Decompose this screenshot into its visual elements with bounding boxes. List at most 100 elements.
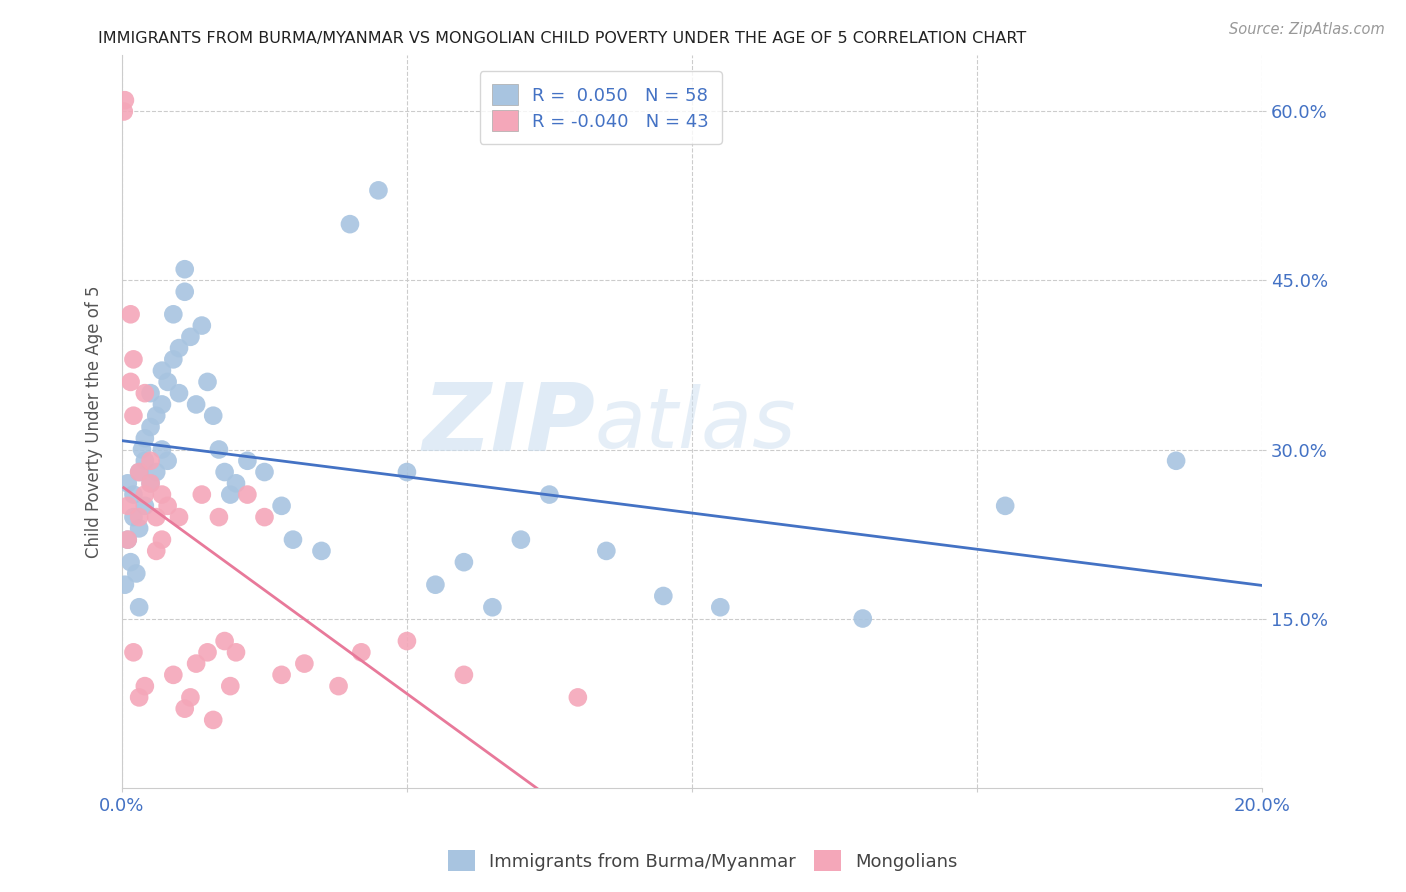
Point xyxy=(150,533,173,547)
Point xyxy=(453,555,475,569)
Point xyxy=(150,442,173,457)
Point xyxy=(191,487,214,501)
Point xyxy=(117,533,139,547)
Point xyxy=(709,600,731,615)
Point xyxy=(117,499,139,513)
Point xyxy=(236,487,259,501)
Point xyxy=(117,533,139,547)
Point xyxy=(173,262,195,277)
Point xyxy=(139,386,162,401)
Point xyxy=(184,657,207,671)
Point xyxy=(167,510,190,524)
Point xyxy=(122,510,145,524)
Point xyxy=(270,499,292,513)
Point xyxy=(253,465,276,479)
Point xyxy=(509,533,531,547)
Point xyxy=(145,544,167,558)
Point xyxy=(167,341,190,355)
Point xyxy=(395,465,418,479)
Point xyxy=(994,499,1017,513)
Point xyxy=(128,690,150,705)
Point xyxy=(139,454,162,468)
Y-axis label: Child Poverty Under the Age of 5: Child Poverty Under the Age of 5 xyxy=(86,285,103,558)
Point xyxy=(139,476,162,491)
Point xyxy=(120,307,142,321)
Point xyxy=(367,183,389,197)
Point xyxy=(128,521,150,535)
Point xyxy=(270,668,292,682)
Point xyxy=(425,578,447,592)
Point xyxy=(173,701,195,715)
Point xyxy=(112,104,135,119)
Point xyxy=(179,690,201,705)
Legend: Immigrants from Burma/Myanmar, Mongolians: Immigrants from Burma/Myanmar, Mongolian… xyxy=(440,843,966,879)
Point xyxy=(481,600,503,615)
Point xyxy=(134,499,156,513)
Point xyxy=(236,454,259,468)
Text: IMMIGRANTS FROM BURMA/MYANMAR VS MONGOLIAN CHILD POVERTY UNDER THE AGE OF 5 CORR: IMMIGRANTS FROM BURMA/MYANMAR VS MONGOLI… xyxy=(98,31,1026,46)
Point xyxy=(328,679,350,693)
Point xyxy=(128,600,150,615)
Point xyxy=(225,645,247,659)
Point xyxy=(156,375,179,389)
Point xyxy=(219,487,242,501)
Point xyxy=(122,409,145,423)
Point xyxy=(197,375,219,389)
Point xyxy=(162,352,184,367)
Point xyxy=(162,668,184,682)
Point xyxy=(253,510,276,524)
Point xyxy=(595,544,617,558)
Point xyxy=(652,589,675,603)
Point xyxy=(156,499,179,513)
Point xyxy=(281,533,304,547)
Point xyxy=(214,634,236,648)
Point xyxy=(1164,454,1187,468)
Point xyxy=(339,217,361,231)
Point xyxy=(145,409,167,423)
Point xyxy=(350,645,373,659)
Point xyxy=(134,386,156,401)
Point xyxy=(162,307,184,321)
Point xyxy=(156,454,179,468)
Point xyxy=(202,409,225,423)
Legend: R =  0.050   N = 58, R = -0.040   N = 43: R = 0.050 N = 58, R = -0.040 N = 43 xyxy=(479,71,721,144)
Point xyxy=(139,476,162,491)
Point xyxy=(120,375,142,389)
Point xyxy=(225,476,247,491)
Text: atlas: atlas xyxy=(595,384,797,466)
Point xyxy=(134,679,156,693)
Point xyxy=(128,510,150,524)
Point xyxy=(292,657,315,671)
Point xyxy=(453,668,475,682)
Point xyxy=(114,578,136,592)
Point xyxy=(128,465,150,479)
Point xyxy=(538,487,561,501)
Point xyxy=(197,645,219,659)
Point xyxy=(120,555,142,569)
Point xyxy=(150,364,173,378)
Point xyxy=(134,454,156,468)
Point xyxy=(167,386,190,401)
Point xyxy=(131,442,153,457)
Point xyxy=(179,330,201,344)
Point xyxy=(122,352,145,367)
Point xyxy=(191,318,214,333)
Point xyxy=(214,465,236,479)
Point xyxy=(134,431,156,445)
Point xyxy=(139,420,162,434)
Point xyxy=(150,487,173,501)
Text: ZIP: ZIP xyxy=(422,379,595,471)
Point xyxy=(145,510,167,524)
Point xyxy=(134,487,156,501)
Point xyxy=(184,397,207,411)
Point xyxy=(150,397,173,411)
Point xyxy=(395,634,418,648)
Text: Source: ZipAtlas.com: Source: ZipAtlas.com xyxy=(1229,22,1385,37)
Point xyxy=(117,476,139,491)
Point xyxy=(122,487,145,501)
Point xyxy=(125,566,148,581)
Point xyxy=(114,93,136,107)
Point xyxy=(145,465,167,479)
Point xyxy=(122,645,145,659)
Point xyxy=(128,465,150,479)
